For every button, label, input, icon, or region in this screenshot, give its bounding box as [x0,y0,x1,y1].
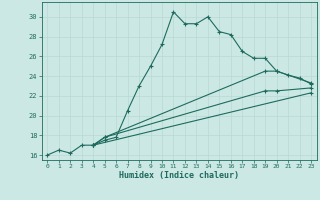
X-axis label: Humidex (Indice chaleur): Humidex (Indice chaleur) [119,171,239,180]
